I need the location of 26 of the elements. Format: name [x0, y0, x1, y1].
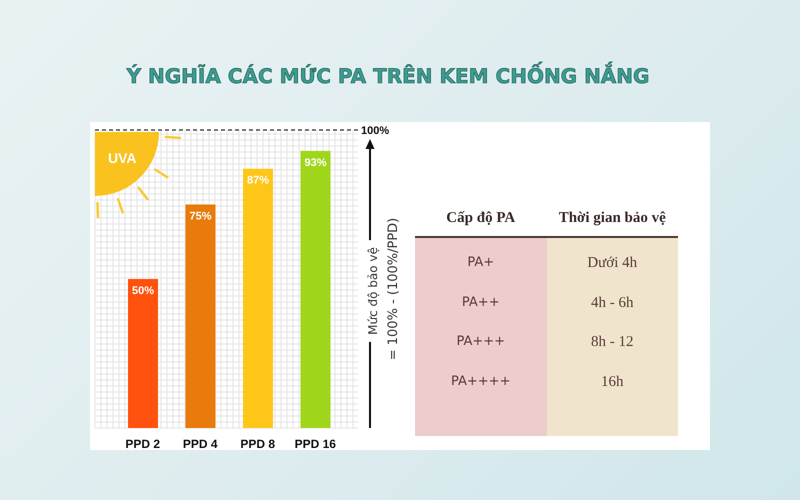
text: 4h - 6h — [591, 294, 634, 310]
category-label: PA++ — [462, 294, 500, 310]
data-label: 87% — [246, 174, 270, 187]
x-tick-label: PPD 4 — [182, 437, 218, 451]
chart-title: Ý NGHĨA CÁC MỨC PA TRÊN KEM CHỐNG NẮNG — [126, 64, 650, 88]
text: 8h - 12 — [591, 334, 634, 350]
category-label: Thời gian bảo vệ — [558, 210, 666, 226]
text: 16h — [601, 374, 624, 390]
x-tick-label: PPD 16 — [294, 437, 336, 451]
bar — [243, 168, 273, 428]
data-label: 75% — [189, 210, 212, 222]
x-tick-label: PPD 2 — [125, 437, 160, 451]
ref-line-label: 100% — [361, 124, 390, 137]
bar — [300, 150, 330, 428]
text: Dưới 4h — [587, 255, 638, 271]
category-label: PA+++ — [456, 334, 506, 349]
category-label: PA+ — [467, 255, 494, 270]
data-label: 50% — [132, 285, 154, 297]
text: Cấp độ PA — [446, 210, 516, 226]
y-axis-title: Mức độ bảo vệ = 100% - (100%/PPD) — [366, 218, 400, 360]
annotation: UVA — [108, 150, 137, 166]
bar — [186, 204, 216, 428]
category-label: PA++++ — [451, 374, 510, 388]
data-label: 93% — [304, 156, 327, 169]
bar — [128, 279, 158, 428]
x-tick-label: PPD 8 — [240, 437, 276, 451]
